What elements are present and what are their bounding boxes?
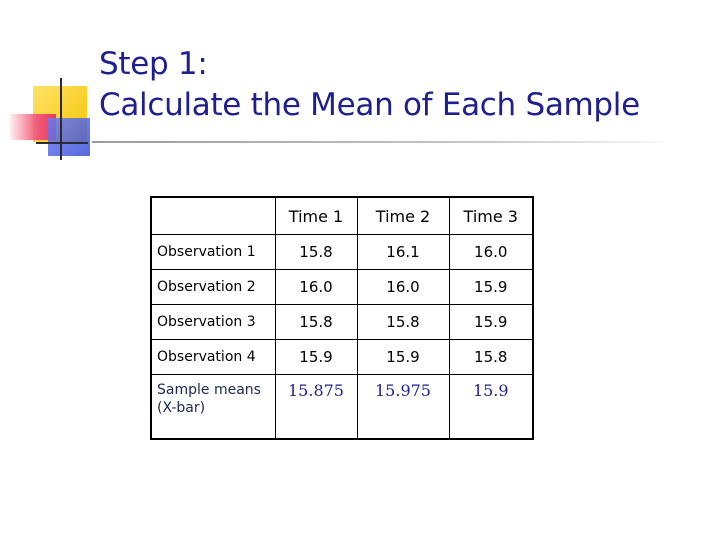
table-row: Observation 3 15.8 15.8 15.9 bbox=[150, 304, 534, 340]
cell-value: 15.8 bbox=[356, 304, 450, 340]
row-label: Observation 4 bbox=[150, 339, 276, 375]
row-label: Observation 1 bbox=[150, 234, 276, 270]
decor-blue-square bbox=[48, 118, 90, 156]
row-label: Observation 3 bbox=[150, 304, 276, 340]
sample-means-label-line-2: (X-bar) bbox=[157, 400, 206, 416]
sample-means-label-line-1: Sample means bbox=[157, 382, 261, 398]
cell-value: 15.9 bbox=[356, 339, 450, 375]
cell-value: 15.8 bbox=[274, 304, 358, 340]
sample-data-table: Time 1 Time 2 Time 3 Observation 1 15.8 … bbox=[150, 196, 534, 440]
sample-means-row: Sample means (X-bar) 15.875 15.975 15.9 bbox=[150, 374, 534, 440]
table-row: Observation 2 16.0 16.0 15.9 bbox=[150, 269, 534, 305]
mean-value-time-3: 15.9 bbox=[448, 374, 534, 440]
row-label: Observation 2 bbox=[150, 269, 276, 305]
cell-value: 15.8 bbox=[448, 339, 534, 375]
cell-value: 16.0 bbox=[274, 269, 358, 305]
cell-value: 15.9 bbox=[448, 304, 534, 340]
slide-title-line-2: Calculate the Mean of Each Sample bbox=[99, 87, 640, 123]
cell-value: 15.8 bbox=[274, 234, 358, 270]
cell-value: 16.0 bbox=[448, 234, 534, 270]
slide-title: Step 1: Calculate the Mean of Each Sampl… bbox=[99, 44, 640, 126]
slide-title-line-1: Step 1: bbox=[99, 46, 208, 82]
cell-value: 15.9 bbox=[274, 339, 358, 375]
mean-value-time-2: 15.975 bbox=[356, 374, 450, 440]
cell-value: 16.1 bbox=[356, 234, 450, 270]
sample-means-label: Sample means (X-bar) bbox=[150, 374, 276, 440]
column-header-time-2: Time 2 bbox=[356, 196, 450, 235]
column-header-time-1: Time 1 bbox=[274, 196, 358, 235]
table-header-row: Time 1 Time 2 Time 3 bbox=[150, 196, 534, 235]
corner-cell bbox=[150, 196, 276, 235]
table-row: Observation 1 15.8 16.1 16.0 bbox=[150, 234, 534, 270]
decor-horizontal-line bbox=[36, 142, 88, 144]
table-row: Observation 4 15.9 15.9 15.8 bbox=[150, 339, 534, 375]
mean-value-time-1: 15.875 bbox=[274, 374, 358, 440]
decor-vertical-line bbox=[60, 78, 62, 160]
cell-value: 16.0 bbox=[356, 269, 450, 305]
column-header-time-3: Time 3 bbox=[448, 196, 534, 235]
title-underline bbox=[92, 141, 665, 143]
cell-value: 15.9 bbox=[448, 269, 534, 305]
